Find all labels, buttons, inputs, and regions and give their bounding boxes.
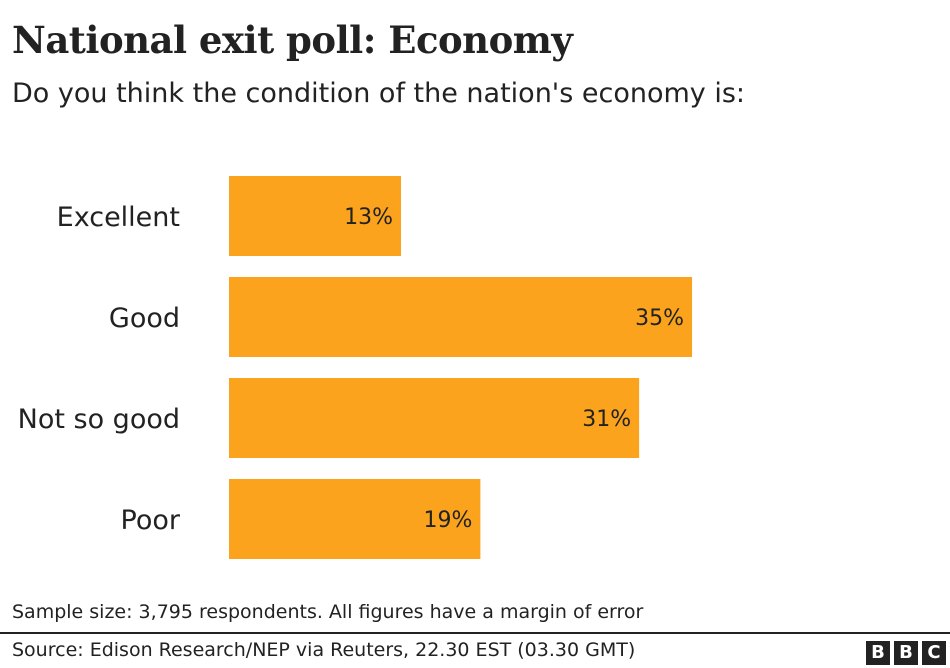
category-label: Good bbox=[109, 303, 180, 334]
category-label: Poor bbox=[121, 505, 181, 536]
chart-title: National exit poll: Economy bbox=[12, 18, 573, 62]
bar bbox=[229, 277, 693, 357]
chart-subtitle: Do you think the condition of the nation… bbox=[12, 78, 746, 109]
bbc-logo: B B C bbox=[866, 641, 946, 665]
bar-value-label: 19% bbox=[423, 508, 472, 533]
bar-value-label: 31% bbox=[582, 407, 631, 432]
category-label: Excellent bbox=[57, 202, 180, 233]
bar-value-label: 35% bbox=[635, 306, 684, 331]
bar-chart: Excellent 13% Good 35% Not so good 31% Poor 19% bbox=[18, 176, 693, 559]
category-label: Not so good bbox=[18, 404, 180, 435]
bar bbox=[229, 176, 401, 256]
bar-value-label: 13% bbox=[344, 205, 393, 230]
logo-letter-1: B bbox=[866, 641, 890, 665]
logo-letter-2: B bbox=[894, 641, 918, 665]
sample-size-note: Sample size: 3,795 respondents. All figu… bbox=[12, 601, 644, 623]
bar bbox=[229, 479, 481, 559]
bar bbox=[229, 378, 640, 458]
source-text: Source: Edison Research/NEP via Reuters,… bbox=[12, 639, 636, 661]
logo-letter-3: C bbox=[922, 641, 946, 665]
footer-divider bbox=[0, 632, 950, 634]
